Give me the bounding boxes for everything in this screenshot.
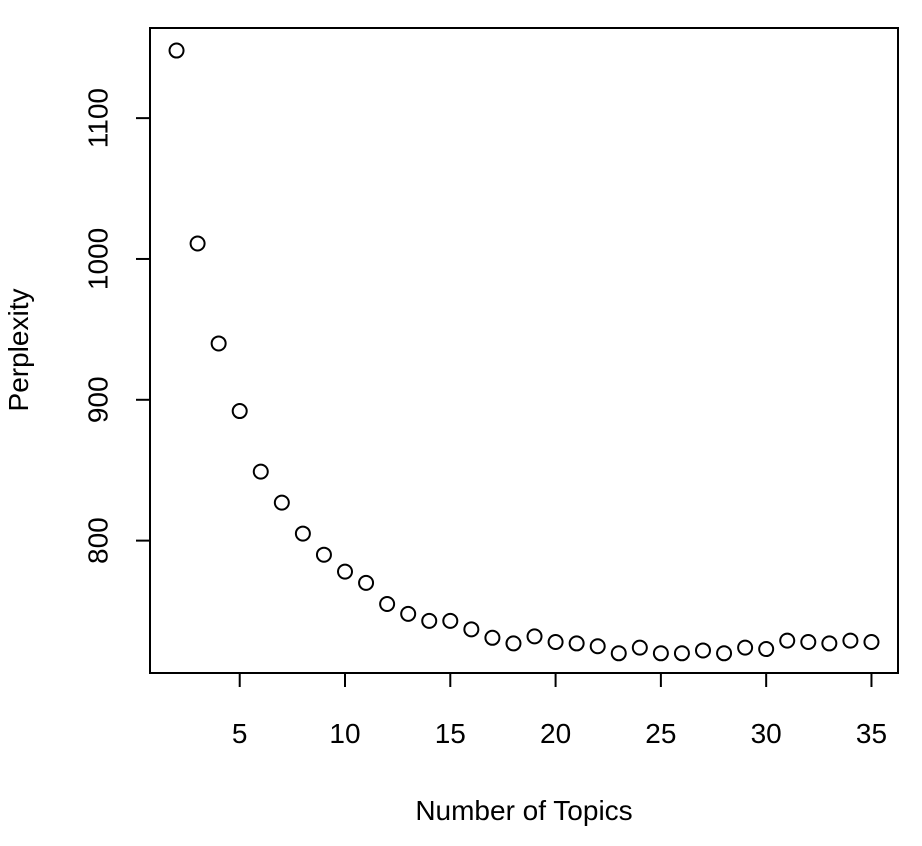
data-point bbox=[842, 632, 859, 649]
y-tick-label: 800 bbox=[82, 517, 113, 564]
x-tick-label: 30 bbox=[751, 718, 782, 749]
data-point bbox=[231, 403, 248, 420]
data-point bbox=[400, 605, 417, 622]
data-point bbox=[463, 621, 480, 638]
data-point bbox=[610, 645, 627, 662]
data-point bbox=[800, 634, 817, 651]
data-point bbox=[568, 635, 585, 652]
data-point bbox=[526, 628, 543, 645]
data-point bbox=[484, 629, 501, 646]
data-point bbox=[652, 645, 669, 662]
data-point bbox=[315, 546, 332, 563]
data-point bbox=[294, 525, 311, 542]
data-point bbox=[547, 634, 564, 651]
data-point bbox=[273, 494, 290, 511]
x-axis: 5 10 15 20 25 30 35 bbox=[232, 672, 887, 749]
data-point bbox=[589, 638, 606, 655]
data-point bbox=[337, 563, 354, 580]
y-axis-label: Perplexity bbox=[3, 289, 34, 412]
data-point bbox=[821, 635, 838, 652]
data-points bbox=[168, 42, 880, 662]
y-axis: 800 900 1000 1100 bbox=[82, 88, 151, 564]
data-point bbox=[737, 639, 754, 656]
plot-frame bbox=[149, 27, 899, 674]
data-point bbox=[168, 42, 185, 59]
x-tick-label: 15 bbox=[435, 718, 466, 749]
x-tick-label: 5 bbox=[232, 718, 248, 749]
data-point bbox=[779, 632, 796, 649]
y-tick-label: 900 bbox=[82, 376, 113, 423]
x-tick-label: 10 bbox=[329, 718, 360, 749]
x-tick-label: 20 bbox=[540, 718, 571, 749]
data-point bbox=[863, 634, 880, 651]
data-point bbox=[252, 463, 269, 480]
data-point bbox=[421, 612, 438, 629]
data-point bbox=[673, 645, 690, 662]
data-point bbox=[358, 574, 375, 591]
x-axis-label: Number of Topics bbox=[415, 795, 632, 826]
data-point bbox=[210, 335, 227, 352]
data-point bbox=[442, 612, 459, 629]
data-point bbox=[189, 235, 206, 252]
x-tick-label: 25 bbox=[645, 718, 676, 749]
data-point bbox=[758, 641, 775, 658]
y-tick-label: 1100 bbox=[82, 88, 113, 148]
data-point bbox=[379, 595, 396, 612]
data-point bbox=[716, 645, 733, 662]
data-point bbox=[631, 639, 648, 656]
data-point bbox=[694, 642, 711, 659]
x-tick-label: 35 bbox=[856, 718, 887, 749]
data-point bbox=[505, 635, 522, 652]
y-tick-label: 1000 bbox=[82, 228, 113, 290]
